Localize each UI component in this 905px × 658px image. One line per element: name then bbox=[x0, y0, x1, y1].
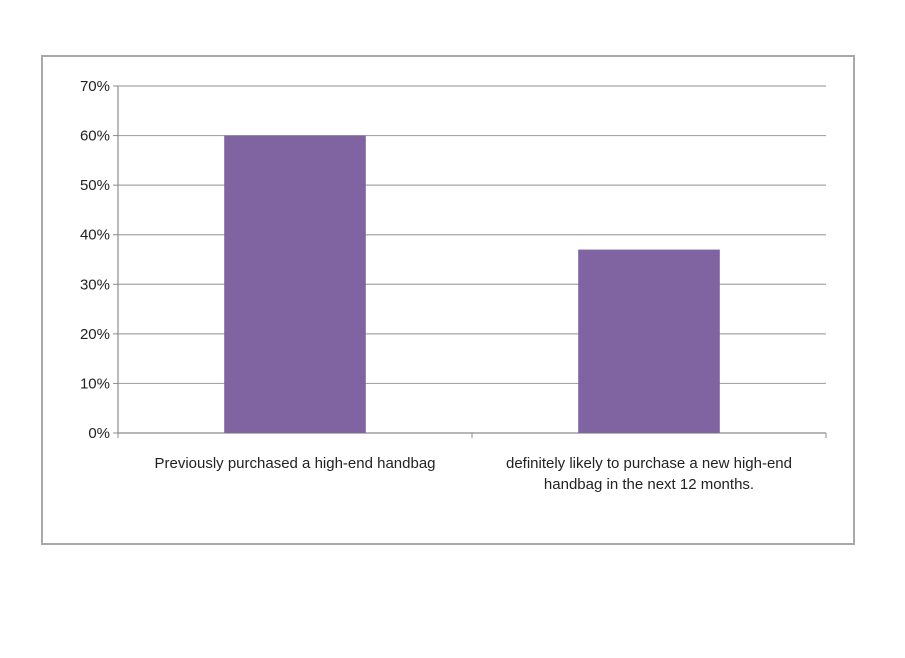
y-tick-label-50pct: 50% bbox=[80, 177, 110, 194]
y-tick-label-20pct: 20% bbox=[80, 326, 110, 343]
y-tick-label-10pct: 10% bbox=[80, 375, 110, 392]
bar-previously-purchased bbox=[224, 135, 366, 434]
category-label-likely-to-purchase: definitely likely to purchase a new high… bbox=[505, 455, 792, 493]
category-label-previously-purchased: Previously purchased a high-end handbag bbox=[154, 455, 436, 472]
y-tick-label-60pct: 60% bbox=[80, 128, 110, 145]
chart-frame: 0% 10% 20% 30% 40% 50% 60% 70% Previously purch… bbox=[41, 55, 855, 545]
bar-likely-to-purchase bbox=[578, 249, 720, 433]
y-tick-label-0pct: 0% bbox=[88, 425, 110, 442]
y-tick-label-30pct: 30% bbox=[80, 276, 110, 293]
y-tick-label-40pct: 40% bbox=[80, 227, 110, 244]
y-tick-label-70pct: 70% bbox=[80, 78, 110, 95]
bar-chart: 0% 10% 20% 30% 40% 50% 60% 70% bbox=[80, 78, 827, 442]
